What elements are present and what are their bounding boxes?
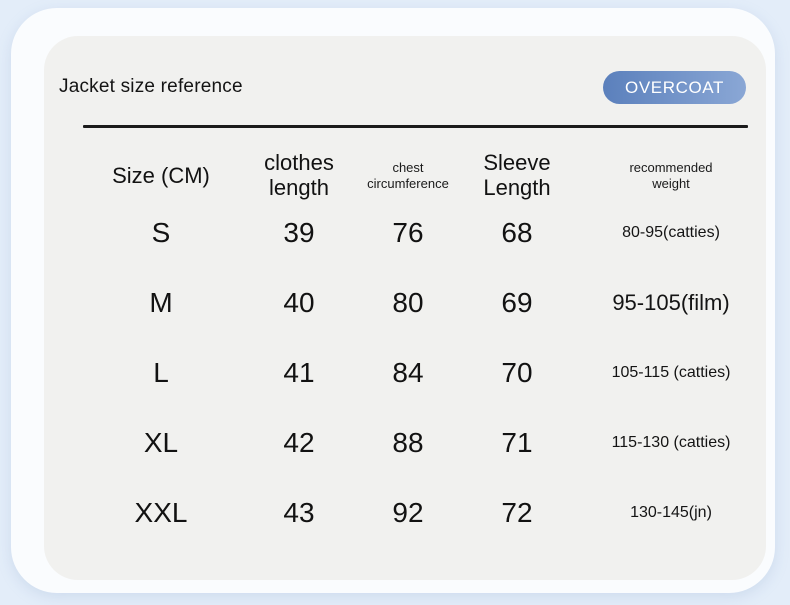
size-cell: S [151, 217, 171, 249]
clothes-length-cell: 39 [283, 217, 315, 249]
weight-cell: 115-130 (catties) [611, 434, 731, 452]
chest-circumference-cell: 88 [392, 427, 424, 459]
chest-circumference-cell: 80 [392, 287, 424, 319]
chest-circumference-cell: 92 [392, 497, 424, 529]
clothes-length-cell: 43 [283, 497, 315, 529]
chest-circumference-cell: 76 [392, 217, 424, 249]
column-header-recommended-weight: recommended weight [629, 160, 713, 191]
weight-cell: 105-115 (catties) [611, 364, 731, 382]
column-header-sleeve-length: Sleeve Length [483, 150, 551, 200]
size-cell: M [149, 287, 173, 319]
column-header-clothes-length: clothes length [264, 150, 334, 200]
column-header-size: Size (CM) [112, 162, 210, 188]
size-table: Size (CM) clothes length chest circumfer… [64, 128, 784, 548]
weight-cell: 80-95(catties) [622, 224, 720, 242]
size-cell: XL [143, 427, 179, 459]
clothes-length-cell: 41 [283, 357, 315, 389]
column-header-chest-circumference: chest circumference [367, 160, 449, 191]
header-divider [83, 125, 748, 128]
weight-cell: 130-145(jn) [630, 504, 712, 522]
sleeve-length-cell: 71 [501, 427, 533, 459]
clothes-length-cell: 40 [283, 287, 315, 319]
size-card: Jacket size reference OVERCOAT Size (CM)… [44, 36, 766, 580]
size-cell: L [153, 357, 169, 389]
overcoat-badge-label: OVERCOAT [625, 77, 724, 97]
sleeve-length-cell: 70 [501, 357, 533, 389]
page-title: Jacket size reference [59, 76, 243, 97]
sleeve-length-cell: 72 [501, 497, 533, 529]
weight-cell: 95-105(film) [612, 289, 730, 315]
size-cell: XXL [134, 497, 188, 529]
overcoat-badge: OVERCOAT [603, 71, 746, 104]
sleeve-length-cell: 68 [501, 217, 533, 249]
clothes-length-cell: 42 [283, 427, 315, 459]
chest-circumference-cell: 84 [392, 357, 424, 389]
sleeve-length-cell: 69 [501, 287, 533, 319]
size-panel: Jacket size reference OVERCOAT Size (CM)… [11, 8, 775, 593]
